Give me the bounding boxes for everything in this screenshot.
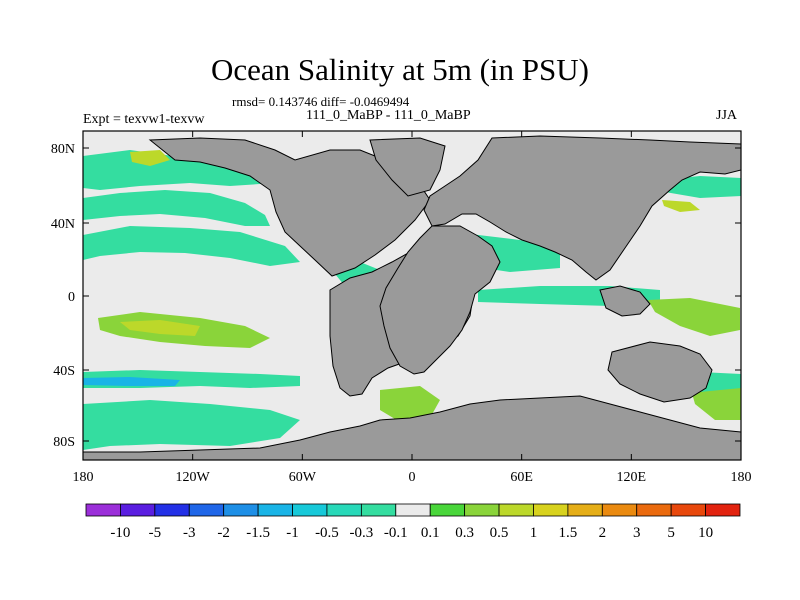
anomaly-north-pacific-band xyxy=(83,150,275,190)
land-masks xyxy=(83,135,741,460)
colorbar-label: -3 xyxy=(183,525,196,541)
colorbar-swatch xyxy=(223,503,259,517)
colorbar-swatch xyxy=(292,503,328,517)
anomaly-northeast-yellow xyxy=(662,200,700,212)
colorbar-label: 10 xyxy=(698,525,713,541)
land-greenland xyxy=(369,137,446,197)
land-antarctica xyxy=(83,395,741,460)
experiment-label: Expt = texvw1-texvw xyxy=(83,112,205,127)
map-plot-area xyxy=(83,131,741,460)
colorbar-label: 1.5 xyxy=(559,525,578,541)
axis-tick-marks xyxy=(82,131,742,460)
land-southeast-asia-islands xyxy=(599,285,651,317)
colorbar-swatch xyxy=(533,503,569,517)
colorbar-label: 0.3 xyxy=(455,525,474,541)
land-africa xyxy=(379,225,501,375)
colorbar-swatch xyxy=(85,503,121,517)
colorbar-swatch xyxy=(360,503,397,517)
y-tick-label: 80N xyxy=(51,142,75,157)
colorbar-label: -0.3 xyxy=(349,525,373,541)
anomaly-south-pacific-inner xyxy=(120,320,200,336)
colorbar-label: -1 xyxy=(286,525,299,541)
y-tick-label: 40S xyxy=(53,364,75,379)
y-tick-label: 0 xyxy=(68,290,75,305)
colorbar-label: 3 xyxy=(633,525,641,541)
anomaly-east-indian-green xyxy=(648,298,740,336)
x-tick-label: 120W xyxy=(176,470,211,485)
y-tick-label: 80S xyxy=(53,435,75,450)
land-eurasia xyxy=(423,135,741,281)
colorbar-label: -10 xyxy=(110,525,130,541)
colorbar-swatch xyxy=(464,503,500,517)
land-australia xyxy=(607,341,713,403)
anomaly-arctic-yellow-patch xyxy=(130,150,170,166)
anomaly-southern-ocean-blue xyxy=(83,377,180,386)
colorbar-label: -0.1 xyxy=(384,525,408,541)
y-tick-label: 40N xyxy=(51,217,75,232)
colorbar-swatch xyxy=(429,503,466,517)
x-tick-label: 120E xyxy=(617,470,647,485)
map-title: Ocean Salinity at 5m (in PSU) xyxy=(211,52,589,87)
colorbar-label: 2 xyxy=(599,525,607,541)
x-tick-label: 60W xyxy=(289,470,317,485)
x-tick-label: 180 xyxy=(73,470,94,485)
land-north-america xyxy=(148,137,431,277)
colorbar-label: -5 xyxy=(149,525,162,541)
axis-tick-labels: 80N 40N 0 40S 80S 180 120W 60W 0 60E 120E 180 xyxy=(51,142,752,485)
colorbar-swatch xyxy=(498,503,534,517)
colorbar-label: -2 xyxy=(217,525,230,541)
colorbar-label: 0.5 xyxy=(490,525,509,541)
colorbar-label: 0.1 xyxy=(421,525,440,541)
colorbar-swatch xyxy=(705,503,741,517)
anomaly-southern-ocean-lower xyxy=(83,400,300,450)
colorbar-swatch xyxy=(257,503,293,517)
colorbar-label: 5 xyxy=(667,525,675,541)
colorbar-label: 1 xyxy=(530,525,538,541)
anomaly-north-pacific-lower xyxy=(83,190,270,226)
x-tick-label: 0 xyxy=(409,470,416,485)
colorbar-swatch xyxy=(670,503,706,517)
anomaly-south-atlantic-green xyxy=(380,386,440,422)
colorbar-swatch xyxy=(120,503,156,517)
season-label: JJA xyxy=(716,108,738,123)
colorbar-swatch xyxy=(601,503,638,517)
colorbar-swatch xyxy=(395,503,431,517)
colorbar-label: -0.5 xyxy=(315,525,339,541)
colorbar-swatch xyxy=(326,503,362,517)
colorbar-swatch xyxy=(567,503,603,517)
x-tick-label: 60E xyxy=(510,470,533,485)
anomaly-pacific-band-40n xyxy=(83,226,300,266)
colorbar-swatch xyxy=(188,503,225,517)
rmsd-diff-stats: rmsd= 0.143746 diff= -0.0469494 xyxy=(232,94,410,109)
colorbar: -10 -5 -3 -2 -1.5 -1 -0.5 -0.3 -0.1 0.1 0.3 0.5 1 1.5… xyxy=(85,503,741,541)
run-comparison-label: 111_0_MaBP - 111_0_MaBP xyxy=(306,108,471,123)
x-tick-label: 180 xyxy=(731,470,752,485)
colorbar-swatch xyxy=(636,503,672,517)
colorbar-label: -1.5 xyxy=(246,525,270,541)
colorbar-swatch xyxy=(154,503,190,517)
